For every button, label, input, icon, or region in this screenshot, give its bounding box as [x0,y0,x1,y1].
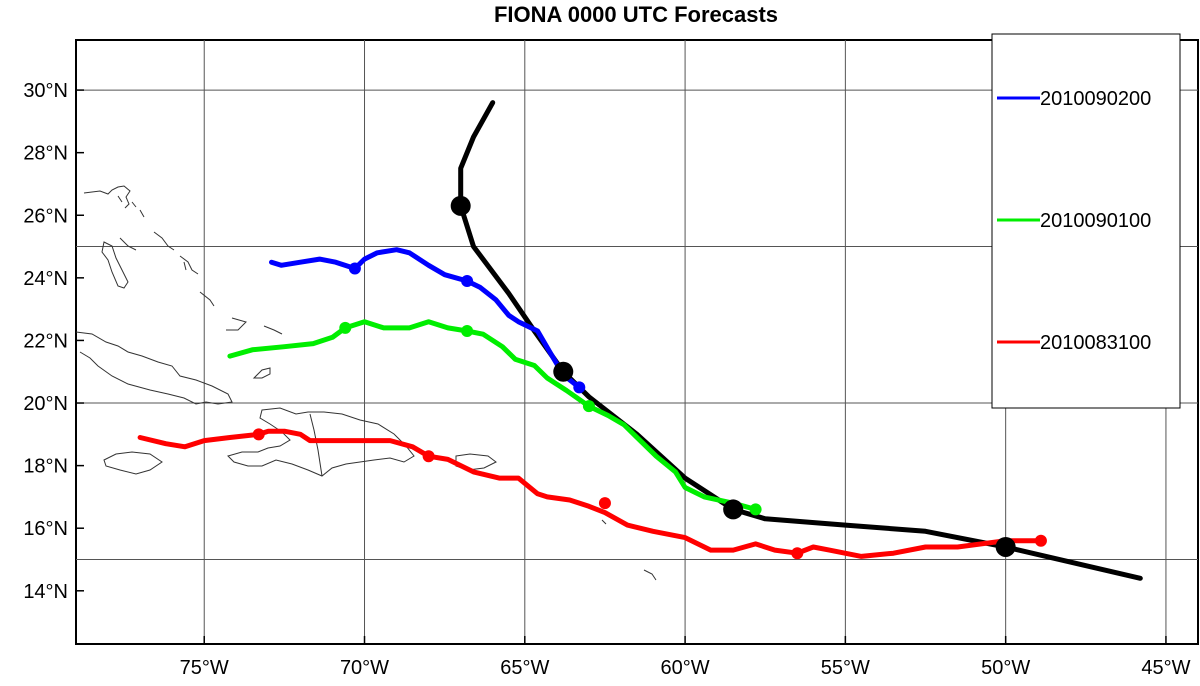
lat-tick-label: 16°N [23,518,68,540]
lon-tick-label: 50°W [981,657,1030,679]
coast-lesser-antilles [601,519,657,581]
legend: 2010090200 2010090100 2010083100 [991,33,1181,409]
observed-track-line [458,100,1143,581]
axis-ticks: 75°W 70°W 65°W 60°W 55°W 50°W 45°W 14°N 16°N 18°N… [23,80,1190,679]
lat-tick-label: 30°N [23,80,68,102]
legend-label: 2010090100 [1040,210,1151,232]
lat-tick-label: 20°N [23,393,68,415]
observed-track-marker [450,195,471,216]
forecast-marker-2010083100 [598,497,611,510]
forecast-marker-2010090100 [461,325,474,338]
lon-tick-label: 70°W [340,657,389,679]
observed-track-marker [553,361,574,382]
coast-bahamas-south [199,291,283,379]
coast-andros [101,241,129,289]
forecast-marker-2010090200 [573,381,586,394]
lon-tick-label: 45°W [1141,657,1190,679]
coastlines [75,185,657,581]
lon-tick-label: 60°W [661,657,710,679]
lat-tick-label: 26°N [23,205,68,227]
lon-tick-label: 65°W [500,657,549,679]
observed-track-marker [723,499,744,520]
forecast-marker-2010083100 [422,450,435,463]
forecast-marker-2010083100 [1034,534,1047,547]
forecast-track-line-2010090100 [227,319,759,512]
track-layer [137,100,1143,581]
lat-tick-label: 24°N [23,268,68,290]
forecast-marker-2010083100 [252,428,265,441]
observed-track-marker [995,536,1016,557]
legend-label: 2010090200 [1040,88,1151,110]
coast-bahamas-north [83,185,145,218]
legend-label: 2010083100 [1040,332,1151,354]
lat-tick-label: 18°N [23,456,68,478]
forecast-track-line-2010090200 [269,247,582,390]
forecast-marker-2010090200 [461,274,474,287]
forecast-marker-2010090200 [348,262,361,275]
lat-tick-label: 22°N [23,330,68,352]
forecast-marker-2010090100 [749,503,762,516]
forecast-marker-2010090100 [339,321,352,334]
lon-tick-label: 55°W [821,657,870,679]
coast-jamaica [103,451,163,475]
map-title: FIONA 0000 UTC Forecasts [494,2,778,27]
forecast-track-line-2010083100 [137,428,1044,559]
coast-cuba [75,331,233,405]
lat-tick-label: 28°N [23,143,68,165]
coast-bahamas-chain [119,231,199,275]
coast-hispaniola [227,407,415,477]
forecast-marker-2010083100 [791,547,804,560]
lon-tick-label: 75°W [180,657,229,679]
forecast-marker-2010090100 [582,400,595,413]
lat-tick-label: 14°N [23,581,68,603]
